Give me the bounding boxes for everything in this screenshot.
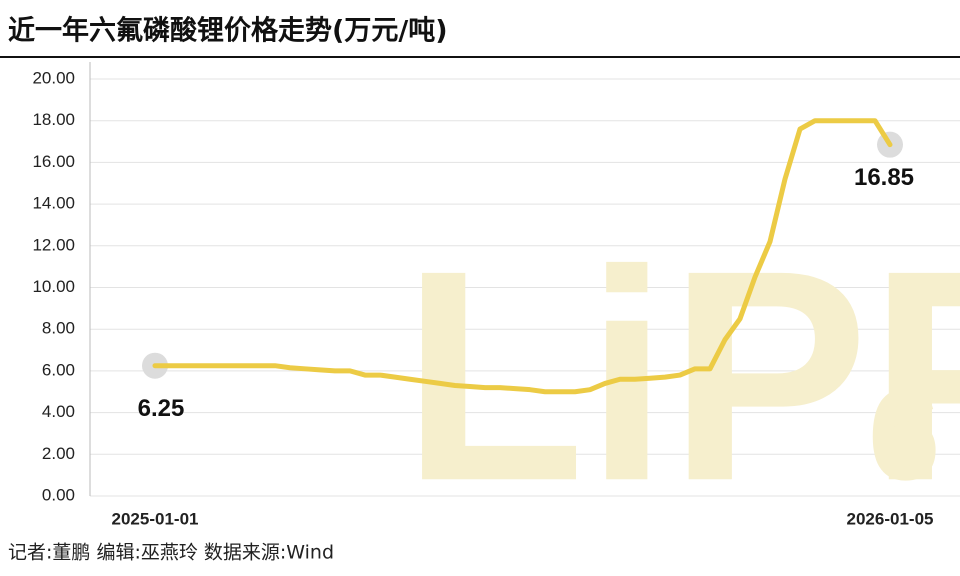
y-tick-label: 18.00 — [32, 110, 75, 129]
y-tick-label: 14.00 — [32, 194, 75, 213]
price-line — [152, 118, 893, 395]
data-label: 16.85 — [854, 164, 914, 191]
y-tick-label: 20.00 — [32, 68, 75, 87]
watermark-subscript: 6 — [868, 361, 940, 507]
x-tick-label: 2026-01-05 — [847, 509, 934, 528]
footer: 记者:董鹏 编辑:巫燕玲 数据来源:Wind — [8, 542, 334, 564]
y-tick-label: 12.00 — [32, 235, 75, 254]
x-tick-label: 2025-01-01 — [112, 509, 199, 528]
y-tick-label: 4.00 — [42, 402, 75, 421]
y-tick-label: 10.00 — [32, 277, 75, 296]
y-tick-label: 2.00 — [42, 444, 75, 463]
y-tick-label: 16.00 — [32, 152, 75, 171]
y-tick-label: 6.00 — [42, 360, 75, 379]
y-tick-label: 0.00 — [42, 485, 75, 504]
chart-title: 近一年六氟磷酸锂价格走势(万元/吨) — [8, 15, 448, 47]
data-label: 6.25 — [138, 395, 185, 422]
y-tick-label: 8.00 — [42, 319, 75, 338]
